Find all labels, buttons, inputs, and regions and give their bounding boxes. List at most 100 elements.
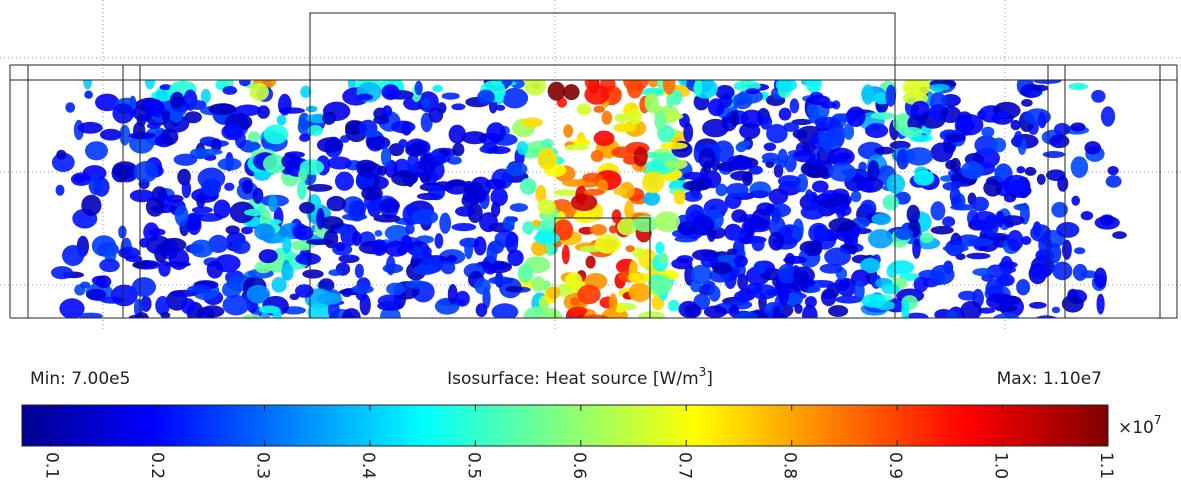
blob — [913, 276, 929, 293]
blob — [491, 303, 519, 318]
blob — [82, 165, 107, 182]
blob — [534, 231, 560, 245]
blob — [1053, 123, 1071, 136]
blob — [159, 84, 172, 91]
blob — [502, 216, 515, 231]
blob — [439, 212, 452, 234]
domain-outline — [9, 65, 1178, 318]
blob — [145, 197, 165, 217]
blob — [490, 187, 508, 207]
blob — [966, 252, 991, 260]
blob — [584, 84, 610, 105]
blob — [853, 280, 865, 302]
blob — [814, 116, 841, 129]
min-label: Min: 7.00e5 — [30, 369, 130, 389]
blob — [1016, 166, 1026, 174]
blob — [421, 246, 432, 257]
blob — [739, 122, 761, 140]
blob — [627, 272, 652, 284]
blob — [1051, 306, 1061, 314]
blob — [805, 80, 822, 94]
blob — [1035, 315, 1057, 318]
blob — [155, 90, 169, 100]
blob — [262, 154, 287, 174]
blob — [247, 131, 261, 143]
blob — [751, 284, 778, 300]
blob — [299, 159, 325, 175]
blob — [335, 241, 346, 252]
blob — [522, 221, 535, 235]
blob — [1036, 173, 1046, 185]
blob — [993, 313, 1020, 318]
blob — [373, 214, 401, 223]
blob — [1032, 84, 1049, 92]
blob — [824, 247, 851, 266]
blob — [51, 266, 73, 280]
blob — [829, 207, 842, 214]
blob — [673, 189, 686, 205]
blob — [1084, 141, 1101, 155]
tick-label: 0.1 — [42, 452, 62, 479]
blob — [412, 264, 437, 276]
blob — [184, 111, 202, 124]
blob — [505, 285, 523, 293]
blob — [73, 175, 86, 183]
blob — [208, 103, 237, 116]
blob — [221, 123, 244, 141]
blob — [851, 269, 870, 288]
blob — [355, 159, 377, 173]
blob — [678, 300, 699, 318]
blob — [110, 284, 138, 307]
blob — [88, 173, 103, 196]
legend-title: Isosurface: Heat source [W/m3] — [447, 365, 713, 389]
blob — [374, 230, 383, 237]
blob — [977, 307, 996, 314]
blob — [888, 260, 915, 275]
blob — [244, 208, 265, 217]
blob — [945, 133, 966, 143]
blob — [749, 190, 769, 199]
blob — [342, 308, 361, 318]
blob — [65, 102, 76, 113]
blob — [129, 189, 155, 203]
blob — [727, 155, 752, 169]
blob — [316, 207, 325, 230]
blob — [335, 171, 354, 191]
blob — [905, 147, 934, 166]
blob — [733, 255, 748, 268]
blob — [827, 147, 855, 166]
blob — [633, 146, 648, 167]
blob — [524, 80, 546, 96]
blob — [662, 80, 676, 95]
blob — [609, 225, 618, 234]
colorbar — [21, 404, 1109, 447]
blob — [785, 292, 803, 306]
blob — [466, 181, 484, 203]
blob — [1042, 151, 1065, 158]
blob — [297, 179, 307, 200]
blob — [593, 105, 605, 113]
blob — [1071, 195, 1080, 206]
blob — [991, 137, 1007, 153]
blob — [473, 236, 487, 256]
blob — [919, 232, 934, 244]
blob — [487, 146, 511, 155]
blob — [995, 275, 1012, 286]
blob — [638, 311, 665, 318]
blob — [464, 238, 474, 260]
blob — [703, 305, 728, 318]
blob — [789, 98, 800, 114]
blob — [1070, 156, 1089, 179]
blob — [289, 293, 300, 300]
blob — [535, 185, 547, 203]
blob — [820, 101, 837, 109]
blob — [231, 239, 251, 255]
blob — [1048, 243, 1062, 264]
tick-label: 1.0 — [991, 452, 1011, 479]
blob — [783, 122, 800, 132]
blob — [282, 236, 292, 254]
blob — [800, 162, 819, 176]
blob — [144, 80, 156, 90]
blob — [777, 175, 801, 188]
blob — [254, 260, 273, 274]
